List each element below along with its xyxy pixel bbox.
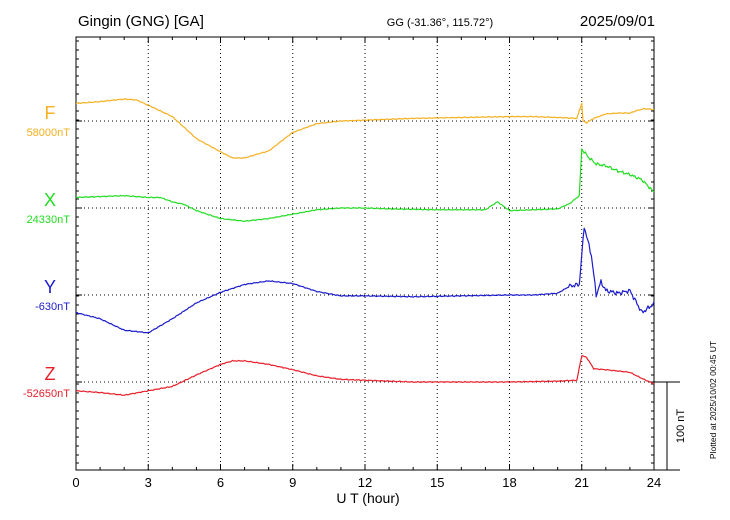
series-baseline-y: -630nT: [35, 301, 70, 313]
series-name-x: X: [44, 190, 56, 210]
x-tick-label: 0: [72, 475, 79, 490]
series-layer: [75, 98, 655, 396]
x-tick-label: 24: [647, 475, 661, 490]
series-name-y: Y: [44, 277, 56, 297]
series-line-x: [75, 148, 655, 222]
x-tick-label: 9: [289, 475, 296, 490]
x-tick-label: 21: [575, 475, 589, 490]
date: 2025/09/01: [580, 13, 655, 30]
x-tick-label: 3: [145, 475, 152, 490]
x-tick-label: 12: [358, 475, 372, 490]
scale-label: 100 nT: [675, 409, 687, 444]
series-line-z: [75, 355, 655, 396]
series-baseline-x: 24330nT: [27, 214, 71, 226]
x-axis-label: U T (hour): [336, 490, 399, 506]
series-baseline-z: -52650nT: [23, 388, 70, 400]
plotted-timestamp: Plotted at 2025/10/02 00:45 UT: [708, 341, 718, 459]
series-name-f: F: [45, 103, 56, 123]
x-tick-label: 18: [502, 475, 516, 490]
labels-layer: F 58000nT X 24330nT Y -630nT Z -52650nT: [23, 103, 70, 400]
series-line-y: [75, 227, 655, 334]
grid: [76, 37, 654, 470]
series-line-f: [75, 98, 655, 159]
station-title: Gingin (GNG) [GA]: [78, 13, 204, 30]
x-tick-label: 6: [217, 475, 224, 490]
x-tick-label: 15: [430, 475, 444, 490]
scale-bar: 100 nT: [654, 381, 687, 471]
axis-ticks: 0 3 6 9 12 15 18 21 24: [72, 37, 661, 490]
series-baseline-f: 58000nT: [27, 127, 71, 139]
coordinates: GG (-31.36°, 115.72°): [387, 17, 493, 29]
series-name-z: Z: [45, 364, 56, 384]
